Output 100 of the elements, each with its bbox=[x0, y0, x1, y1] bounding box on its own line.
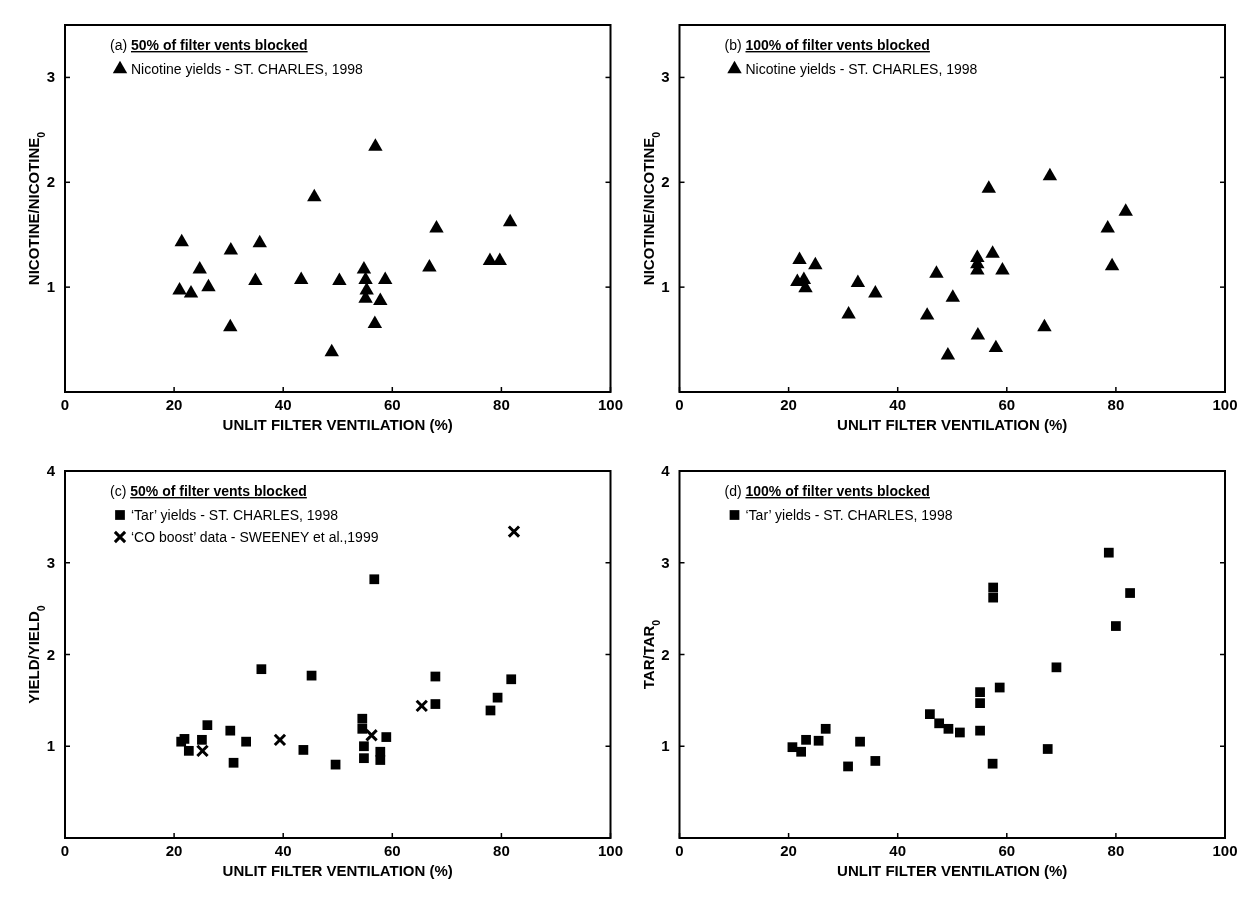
point bbox=[248, 272, 263, 286]
point bbox=[356, 260, 372, 274]
x-tick-label: 20 bbox=[780, 842, 797, 859]
x-tick-label: 20 bbox=[165, 842, 183, 859]
y-tick-label: 3 bbox=[661, 553, 670, 571]
legend-label: Nicotine yields - ST. CHARLES, 1998 bbox=[131, 61, 364, 77]
point bbox=[988, 592, 999, 603]
y-tick-label: 2 bbox=[661, 173, 670, 191]
point bbox=[1111, 621, 1121, 631]
point bbox=[995, 262, 1010, 275]
point bbox=[367, 315, 383, 328]
point bbox=[792, 251, 807, 265]
x-tick-label: 80 bbox=[1107, 396, 1125, 413]
point bbox=[506, 674, 517, 685]
point bbox=[975, 698, 985, 708]
point bbox=[945, 289, 960, 302]
point bbox=[919, 307, 935, 320]
x-tick-label: 60 bbox=[998, 842, 1016, 859]
point bbox=[994, 682, 1005, 693]
point bbox=[195, 744, 210, 758]
point bbox=[415, 699, 429, 713]
x-tick-label: 40 bbox=[274, 396, 292, 413]
x-axis-title: UNLIT FILTER VENTILATION (%) bbox=[837, 416, 1068, 433]
point bbox=[375, 755, 386, 765]
point bbox=[422, 258, 437, 272]
point bbox=[324, 343, 339, 357]
point bbox=[988, 339, 1004, 353]
point bbox=[223, 318, 238, 332]
point bbox=[228, 757, 239, 768]
x-tick-label: 80 bbox=[493, 396, 510, 413]
text: (d) 100% of filter vents blocked bbox=[724, 483, 930, 499]
point bbox=[507, 524, 521, 539]
point bbox=[273, 733, 287, 747]
point bbox=[1118, 203, 1133, 216]
x-tick-label: 80 bbox=[493, 842, 510, 859]
y-tick-label: 3 bbox=[661, 68, 670, 86]
point bbox=[1125, 588, 1135, 598]
point bbox=[870, 756, 881, 766]
point bbox=[940, 346, 956, 360]
text: (c) 50% of filter vents blocked bbox=[110, 483, 307, 499]
y-tick-label: 1 bbox=[46, 278, 55, 296]
x-axis-title: UNLIT FILTER VENTILATION (%) bbox=[222, 862, 453, 879]
point bbox=[358, 271, 373, 284]
point bbox=[357, 723, 368, 734]
point bbox=[975, 687, 985, 697]
point bbox=[868, 285, 883, 298]
y-tick-label: 1 bbox=[46, 737, 55, 755]
point bbox=[975, 725, 985, 736]
point bbox=[943, 723, 954, 734]
x-axis-title: UNLIT FILTER VENTILATION (%) bbox=[837, 862, 1068, 879]
point bbox=[813, 735, 824, 746]
legend-label: ‘CO boost’ data - SWEENEY et al.,1999 bbox=[131, 529, 379, 545]
point bbox=[1042, 744, 1053, 754]
point bbox=[1042, 167, 1058, 181]
point bbox=[808, 256, 823, 270]
point bbox=[332, 272, 347, 286]
y-tick-label: 1 bbox=[661, 737, 670, 755]
point bbox=[430, 699, 441, 709]
point bbox=[364, 728, 379, 742]
point bbox=[378, 271, 393, 284]
point bbox=[241, 736, 251, 747]
point bbox=[970, 327, 986, 340]
point bbox=[192, 260, 207, 274]
y-tick-label: 3 bbox=[46, 553, 55, 571]
point bbox=[223, 242, 239, 255]
point bbox=[843, 761, 853, 772]
x-tick-label: 60 bbox=[383, 842, 401, 859]
point bbox=[202, 720, 213, 731]
point bbox=[981, 180, 997, 193]
y-tick-label: 2 bbox=[46, 173, 55, 191]
point bbox=[373, 292, 388, 305]
x-tick-label: 100 bbox=[1212, 842, 1238, 859]
point bbox=[1037, 318, 1052, 332]
x-tick-label: 60 bbox=[383, 396, 401, 413]
point bbox=[197, 734, 207, 745]
point bbox=[929, 265, 944, 278]
point bbox=[357, 713, 368, 724]
point bbox=[174, 233, 189, 247]
y-tick-label: 2 bbox=[46, 645, 55, 663]
x-tick-label: 60 bbox=[998, 396, 1016, 413]
x-tick-label: 0 bbox=[60, 396, 70, 413]
x-tick-label: 0 bbox=[60, 842, 70, 859]
point bbox=[1100, 220, 1115, 233]
point bbox=[1103, 547, 1114, 558]
point bbox=[934, 718, 945, 729]
point bbox=[988, 582, 999, 593]
point bbox=[850, 274, 866, 288]
legend-label: ‘Tar’ yields - ST. CHARLES, 1998 bbox=[131, 507, 339, 523]
point bbox=[1051, 662, 1062, 673]
x-tick-label: 100 bbox=[1212, 396, 1238, 413]
point bbox=[225, 725, 236, 736]
point bbox=[298, 745, 309, 755]
point bbox=[252, 234, 267, 248]
x-tick-label: 20 bbox=[165, 396, 183, 413]
x-tick-label: 40 bbox=[274, 842, 292, 859]
legend-label: ‘Tar’ yields - ST. CHARLES, 1998 bbox=[745, 507, 953, 523]
point bbox=[796, 746, 807, 757]
x-tick-label: 40 bbox=[889, 396, 907, 413]
x-tick-label: 100 bbox=[597, 842, 624, 859]
point bbox=[985, 245, 1000, 258]
